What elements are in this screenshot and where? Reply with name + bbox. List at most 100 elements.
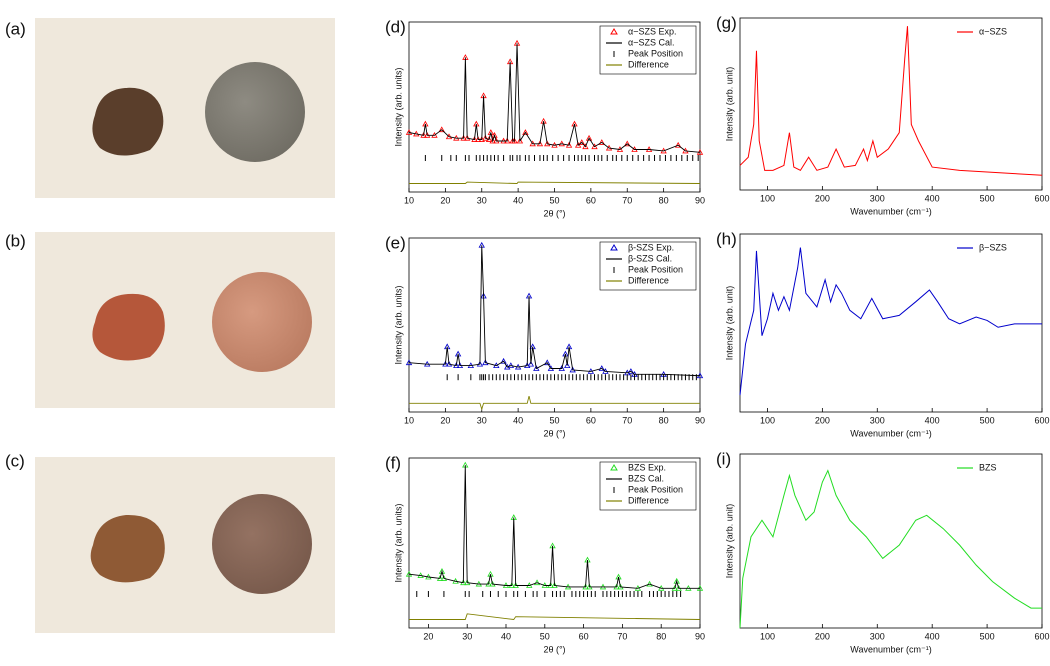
data-point xyxy=(564,362,571,369)
data-point xyxy=(624,140,631,147)
panel-label: (c) xyxy=(5,451,25,470)
x-tick-label: 40 xyxy=(513,195,523,205)
data-point xyxy=(646,580,653,587)
x-tick-label: 100 xyxy=(760,193,775,203)
x-tick-label: 30 xyxy=(477,415,487,425)
y-axis-label: Intensity (arb. units) xyxy=(393,503,403,582)
data-point xyxy=(491,132,498,138)
legend-symbol xyxy=(610,28,618,35)
data-point xyxy=(673,577,680,584)
x-tick-label: 100 xyxy=(760,415,775,425)
series-line xyxy=(409,181,701,184)
x-tick-label: 600 xyxy=(1034,193,1049,203)
data-point xyxy=(500,357,507,364)
x-tick-label: 300 xyxy=(870,193,885,203)
data-point xyxy=(438,126,445,133)
data-point xyxy=(574,141,582,148)
x-tick-label: 20 xyxy=(440,415,450,425)
series-line xyxy=(739,469,1042,629)
x-tick-label: 60 xyxy=(579,631,589,641)
x-tick-label: 500 xyxy=(980,193,995,203)
data-point xyxy=(405,129,413,135)
x-tick-label: 80 xyxy=(659,415,669,425)
legend-label: Peak Position xyxy=(628,484,683,494)
legend-label: Difference xyxy=(628,59,669,69)
x-tick-label: 300 xyxy=(870,631,885,641)
panel-label: (a) xyxy=(5,19,26,38)
x-tick-label: 500 xyxy=(980,415,995,425)
legend-label: Difference xyxy=(628,275,669,285)
legend-label: Peak Position xyxy=(628,48,683,58)
axes-frame xyxy=(739,17,1043,191)
data-point xyxy=(544,359,551,366)
panel-label: (f) xyxy=(385,453,401,472)
series-line xyxy=(409,613,701,620)
y-axis-label: Intensity (arb. unit) xyxy=(724,286,734,361)
data-point xyxy=(627,368,635,374)
x-tick-label: 40 xyxy=(513,415,523,425)
y-axis-label: Intensity (arb. unit) xyxy=(724,67,734,142)
legend-label: β-SZS Exp. xyxy=(628,242,674,252)
legend-symbol xyxy=(610,244,618,251)
x-tick-label: 80 xyxy=(656,631,666,641)
legend-label: α−SZS xyxy=(979,26,1007,36)
legend-symbol xyxy=(610,464,618,471)
x-tick-label: 600 xyxy=(1034,415,1049,425)
x-tick-label: 500 xyxy=(980,631,995,641)
x-tick-label: 400 xyxy=(925,193,940,203)
legend-label: α−SZS Exp. xyxy=(628,26,676,36)
x-tick-label: 200 xyxy=(815,631,830,641)
x-tick-label: 400 xyxy=(925,631,940,641)
data-point xyxy=(507,362,515,369)
x-tick-label: 100 xyxy=(760,631,775,641)
axes-frame xyxy=(739,233,1043,413)
data-point xyxy=(533,579,541,586)
data-point xyxy=(674,141,682,148)
x-axis-label: 2θ (°) xyxy=(543,644,565,654)
legend-label: Peak Position xyxy=(628,264,683,274)
x-tick-label: 40 xyxy=(501,631,511,641)
y-axis-label: Intensity (arb. units) xyxy=(393,285,403,364)
x-tick-label: 60 xyxy=(586,415,596,425)
x-tick-label: 50 xyxy=(540,631,550,641)
legend-box xyxy=(599,461,697,511)
legend-label: β-SZS Cal. xyxy=(628,253,672,263)
series-line xyxy=(408,465,700,589)
x-axis-label: 2θ (°) xyxy=(543,208,565,218)
data-point xyxy=(578,139,585,145)
data-point xyxy=(585,134,593,141)
photo-a xyxy=(35,18,335,198)
legend-label: α−SZS Cal. xyxy=(628,37,674,47)
x-tick-label: 80 xyxy=(659,195,669,205)
data-point xyxy=(445,133,453,140)
y-axis-label: Intensity (arb. units) xyxy=(393,67,403,146)
x-tick-label: 70 xyxy=(622,415,632,425)
series-line xyxy=(408,43,701,153)
legend-label: β−SZS xyxy=(979,242,1007,252)
panel-label: (b) xyxy=(5,231,26,250)
data-point xyxy=(482,359,489,366)
x-tick-label: 70 xyxy=(622,195,632,205)
series-line xyxy=(739,247,1042,396)
legend-label: Difference xyxy=(628,495,669,505)
x-tick-label: 400 xyxy=(925,415,940,425)
legend-label: BZS Cal. xyxy=(628,473,664,483)
x-tick-label: 300 xyxy=(870,415,885,425)
panel-label: (i) xyxy=(716,449,731,468)
x-axis-label: 2θ (°) xyxy=(543,428,565,438)
x-tick-label: 10 xyxy=(404,195,414,205)
x-tick-label: 600 xyxy=(1034,631,1049,641)
x-tick-label: 20 xyxy=(440,195,450,205)
series-line xyxy=(408,245,701,377)
series-line xyxy=(409,395,700,411)
data-point xyxy=(558,140,565,147)
x-tick-label: 10 xyxy=(404,415,414,425)
x-tick-label: 30 xyxy=(477,195,487,205)
data-point xyxy=(445,360,453,367)
data-point xyxy=(464,134,471,141)
data-point xyxy=(582,143,589,150)
x-axis-label: Wavenumber (cm⁻¹) xyxy=(850,644,931,654)
panel-label: (g) xyxy=(716,13,737,32)
x-tick-label: 50 xyxy=(549,195,559,205)
